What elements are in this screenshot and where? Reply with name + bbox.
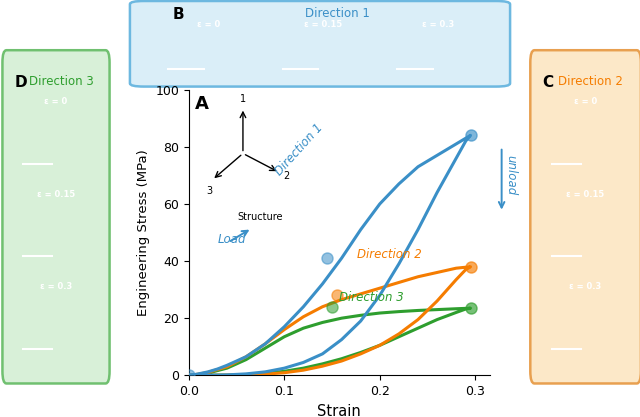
- Text: D: D: [14, 75, 27, 90]
- Text: B: B: [172, 8, 184, 23]
- FancyBboxPatch shape: [130, 1, 510, 87]
- Text: Direction 1: Direction 1: [305, 8, 370, 20]
- Text: ε = 0.15: ε = 0.15: [37, 190, 75, 199]
- Text: Direction 2: Direction 2: [558, 75, 623, 88]
- Text: Direction 2: Direction 2: [357, 248, 422, 261]
- Text: ε = 0.15: ε = 0.15: [566, 190, 605, 199]
- Text: ε = 0.15: ε = 0.15: [305, 20, 342, 28]
- Text: Direction 3: Direction 3: [339, 291, 404, 304]
- Text: ε = 0: ε = 0: [198, 20, 221, 28]
- Text: unload: unload: [505, 155, 518, 196]
- Text: ε = 0: ε = 0: [574, 97, 597, 106]
- Y-axis label: Engineering Stress (MPa): Engineering Stress (MPa): [137, 149, 150, 316]
- Text: ε = 0: ε = 0: [44, 97, 68, 106]
- Text: ε = 0.3: ε = 0.3: [40, 282, 72, 291]
- Text: Direction 1: Direction 1: [273, 121, 326, 178]
- Text: Direction 3: Direction 3: [29, 75, 93, 88]
- Text: A: A: [195, 95, 209, 113]
- Text: Load: Load: [218, 234, 246, 246]
- Text: C: C: [543, 75, 554, 90]
- Text: ε = 0.3: ε = 0.3: [422, 20, 454, 28]
- Text: ε = 0.3: ε = 0.3: [570, 282, 602, 291]
- X-axis label: Strain: Strain: [317, 404, 361, 417]
- FancyBboxPatch shape: [531, 50, 640, 384]
- FancyBboxPatch shape: [3, 50, 109, 384]
